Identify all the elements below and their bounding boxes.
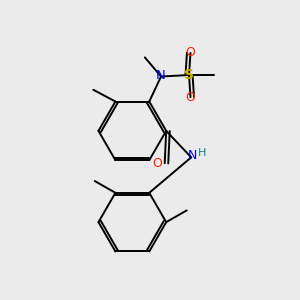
Text: O: O xyxy=(185,46,195,59)
Text: O: O xyxy=(152,157,162,170)
Text: O: O xyxy=(185,91,195,103)
Text: H: H xyxy=(198,148,207,158)
Text: N: N xyxy=(156,68,166,82)
Text: S: S xyxy=(184,68,194,82)
Text: N: N xyxy=(188,149,197,162)
